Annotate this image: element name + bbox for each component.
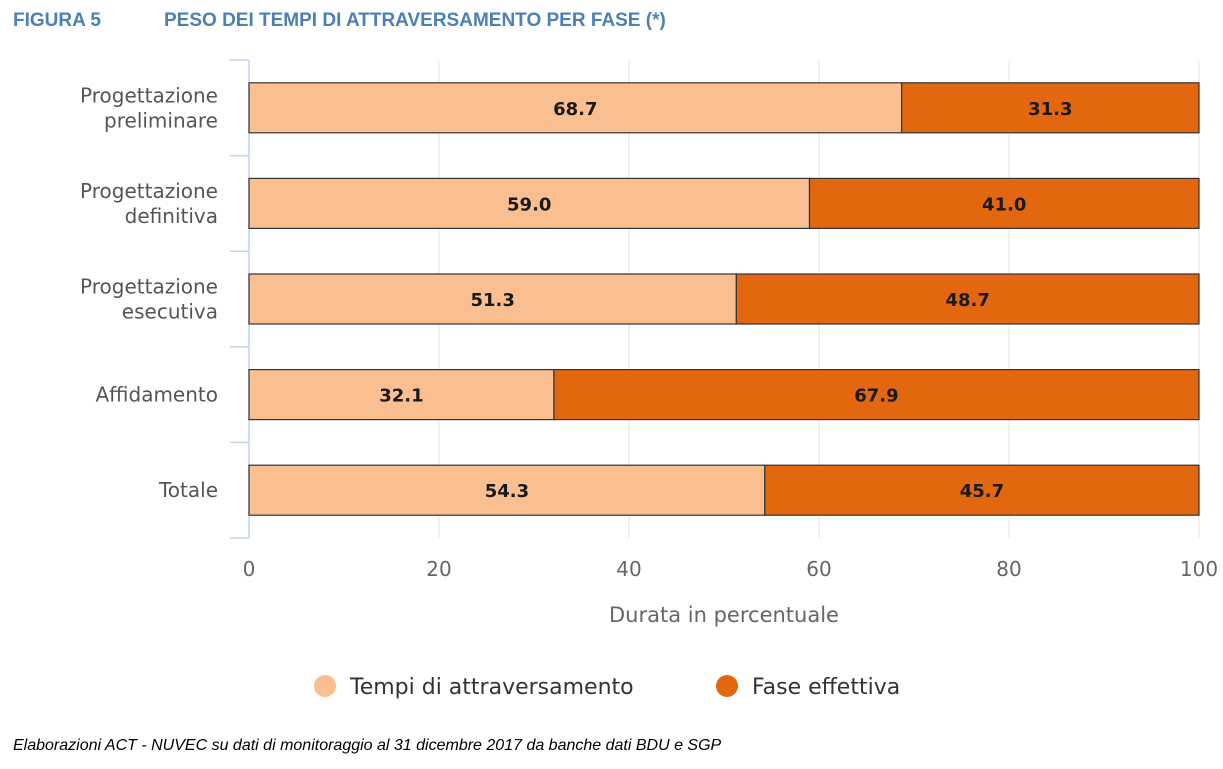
bar-tempi-attraversamento [248,464,766,516]
category-label-line: Progettazione [80,275,218,299]
category-label: Affidamento [95,383,218,407]
data-label: 41.0 [982,194,1026,215]
figure-number: FIGURA 5 [13,10,101,31]
category-axis [230,59,250,539]
figure-header: FIGURA 5 PESO DEI TEMPI DI ATTRAVERSAMENT… [13,10,666,32]
category-label-line: Totale [158,478,218,502]
x-tick-label: 20 [426,557,451,581]
data-label: 54.3 [485,481,529,502]
bars [248,82,1200,516]
bar-tempi-attraversamento [248,177,811,229]
x-tick-label: 40 [616,557,641,581]
bar-fase-effettiva [553,369,1200,421]
x-tick-labels: 0 20 40 60 80 100 [243,557,1218,581]
x-axis-title: Durata in percentuale [609,603,839,627]
bar-tempi-attraversamento [248,82,903,134]
legend-label: Fase effettiva [752,675,900,700]
x-tick-label: 100 [1180,557,1218,581]
data-label: 48.7 [945,290,989,311]
data-label: 32.1 [379,386,423,407]
category-label-line: Progettazione [80,83,218,107]
category-label-line: esecutiva [122,300,218,324]
x-tick-label: 0 [243,557,256,581]
legend-marker [314,675,336,697]
legend: Tempi di attraversamento Fase effettiva [314,675,900,700]
category-label-line: preliminare [104,108,218,132]
data-label: 31.3 [1028,99,1072,120]
bar-fase-effettiva [764,464,1200,516]
data-label: 51.3 [470,290,514,311]
category-label-line: Affidamento [95,383,218,407]
figure-title: PESO DEI TEMPI DI ATTRAVERSAMENTO PER FA… [164,10,666,31]
category-label-line: Progettazione [80,179,218,203]
legend-marker [716,675,738,697]
source-note: Elaborazioni ACT - NUVEC su dati di moni… [13,737,722,754]
category-label: Progettazione definitiva [80,179,218,228]
category-label: Totale [158,478,218,502]
bar-fase-effettiva [901,82,1200,134]
bar-tempi-attraversamento [248,273,737,325]
category-label-line: definitiva [125,204,218,228]
category-label: Progettazione esecutiva [80,275,218,324]
data-label: 45.7 [960,481,1004,502]
legend-label: Tempi di attraversamento [349,675,634,700]
bar-fase-effettiva [808,177,1200,229]
data-labels: 68.7 31.3 59.0 41.0 51.3 48.7 32.1 67.9 54.3 45.7 [379,99,1072,502]
data-label: 68.7 [553,99,597,120]
category-label: Progettazione preliminare [80,83,218,132]
bar-fase-effettiva [735,273,1200,325]
data-label: 67.9 [854,386,898,407]
data-label: 59.0 [507,194,551,215]
x-tick-label: 80 [996,557,1021,581]
x-tick-label: 60 [806,557,831,581]
